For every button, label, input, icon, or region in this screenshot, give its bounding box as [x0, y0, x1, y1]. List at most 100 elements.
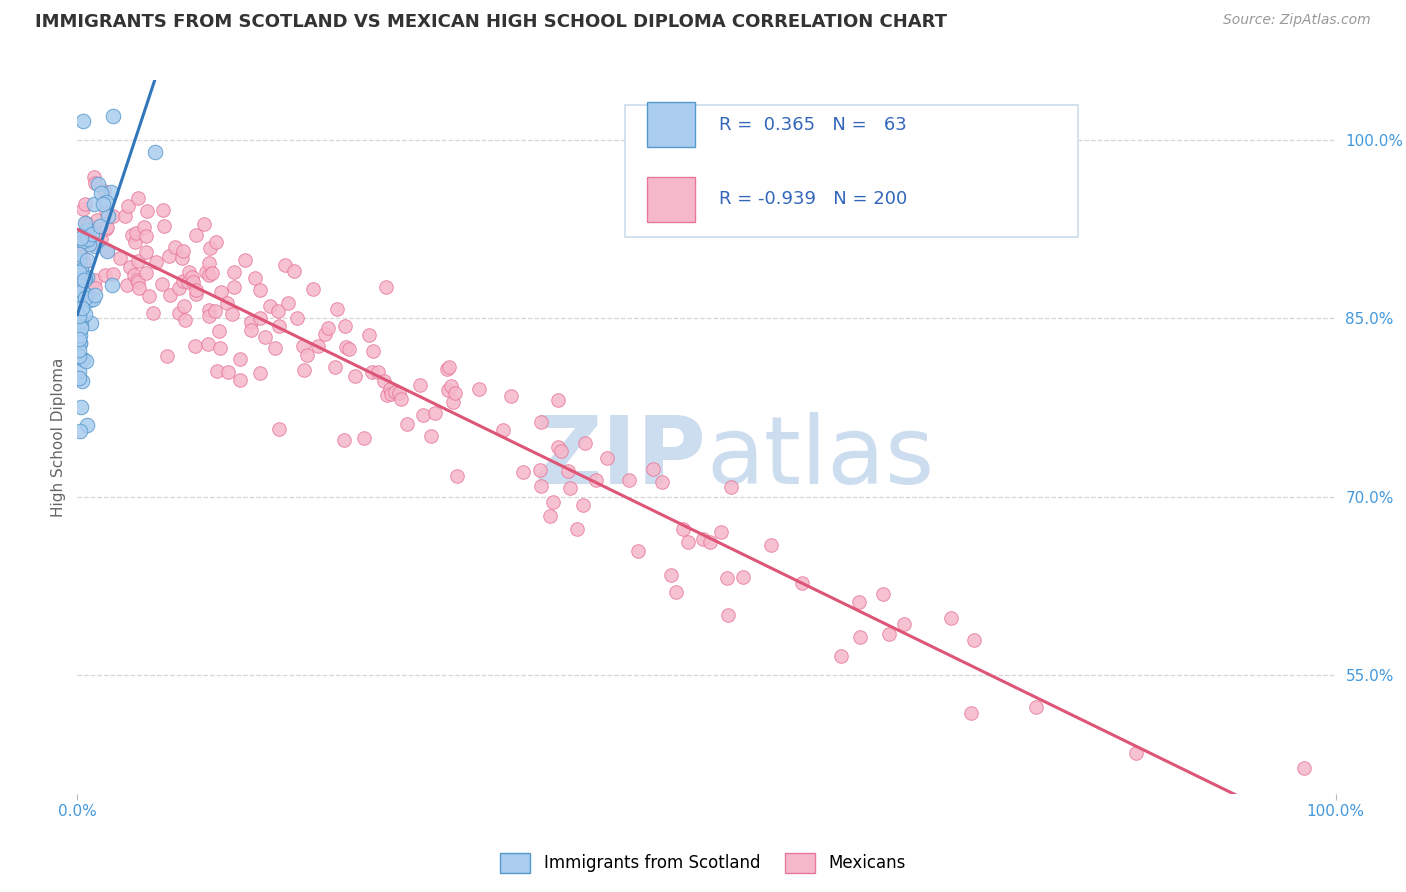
- Point: [302, 282, 325, 296]
- Point: [67, 265, 90, 279]
- Point: [101, 109, 124, 123]
- Point: [72, 234, 94, 248]
- Point: [124, 226, 146, 240]
- Point: [541, 495, 564, 509]
- Point: [93, 184, 115, 198]
- Point: [877, 626, 900, 640]
- Point: [69, 312, 91, 326]
- Point: [307, 339, 329, 353]
- Point: [174, 313, 197, 327]
- Point: [572, 498, 595, 512]
- Point: [79, 316, 101, 330]
- Point: [118, 260, 141, 274]
- Point: [499, 389, 522, 403]
- Y-axis label: High School Diploma: High School Diploma: [51, 358, 66, 516]
- Text: atlas: atlas: [707, 412, 935, 505]
- Point: [692, 533, 714, 547]
- Point: [720, 480, 742, 494]
- Point: [67, 306, 90, 320]
- Point: [135, 245, 157, 260]
- Point: [101, 209, 124, 223]
- Point: [184, 339, 207, 353]
- Point: [69, 327, 91, 342]
- Point: [173, 299, 195, 313]
- Point: [72, 301, 94, 316]
- Point: [344, 368, 367, 383]
- Point: [75, 215, 97, 229]
- Point: [69, 228, 91, 243]
- Point: [108, 251, 131, 265]
- Point: [665, 585, 688, 599]
- Point: [1125, 746, 1147, 760]
- Point: [90, 186, 112, 201]
- Point: [70, 318, 93, 333]
- Point: [127, 254, 149, 268]
- Point: [446, 469, 468, 483]
- Point: [94, 203, 117, 218]
- Point: [67, 332, 90, 346]
- Point: [274, 258, 297, 272]
- Point: [641, 462, 664, 476]
- Point: [529, 463, 551, 477]
- Text: Source: ZipAtlas.com: Source: ZipAtlas.com: [1223, 13, 1371, 28]
- Point: [283, 263, 305, 277]
- Point: [72, 202, 94, 216]
- Point: [84, 239, 107, 253]
- Point: [84, 281, 107, 295]
- Point: [617, 473, 640, 487]
- Point: [138, 289, 160, 303]
- Point: [239, 315, 262, 329]
- Point: [314, 326, 336, 341]
- Point: [380, 387, 402, 401]
- Point: [198, 303, 221, 318]
- Point: [186, 228, 208, 243]
- Legend: Immigrants from Scotland, Mexicans: Immigrants from Scotland, Mexicans: [494, 847, 912, 880]
- Point: [547, 393, 569, 408]
- Point: [152, 219, 174, 234]
- Point: [585, 473, 607, 487]
- Point: [76, 227, 98, 242]
- Point: [409, 378, 432, 392]
- Point: [83, 272, 105, 286]
- Point: [326, 301, 349, 316]
- Point: [197, 337, 219, 351]
- Point: [90, 232, 112, 246]
- Point: [699, 535, 721, 549]
- Point: [96, 244, 118, 259]
- Point: [292, 362, 315, 376]
- Point: [183, 276, 205, 290]
- Point: [84, 225, 107, 239]
- Point: [373, 374, 395, 388]
- Point: [761, 538, 783, 552]
- Point: [170, 252, 193, 266]
- Point: [596, 450, 619, 465]
- Point: [538, 508, 561, 523]
- Point: [193, 217, 215, 231]
- Point: [530, 415, 553, 429]
- Point: [69, 424, 91, 438]
- Point: [353, 431, 375, 445]
- Point: [259, 299, 281, 313]
- Point: [357, 327, 380, 342]
- Point: [204, 304, 226, 318]
- Point: [205, 363, 228, 377]
- Point: [243, 271, 266, 285]
- Point: [83, 197, 105, 211]
- Point: [361, 343, 384, 358]
- Point: [512, 465, 534, 479]
- Point: [124, 235, 146, 249]
- Point: [89, 236, 111, 251]
- Point: [83, 170, 105, 185]
- Point: [209, 285, 232, 300]
- Point: [73, 256, 96, 270]
- Point: [72, 351, 94, 366]
- Point: [70, 230, 93, 244]
- Point: [127, 191, 149, 205]
- Point: [96, 220, 118, 235]
- Point: [67, 371, 90, 385]
- Point: [136, 203, 159, 218]
- Point: [76, 418, 98, 433]
- Point: [73, 273, 96, 287]
- Point: [872, 586, 894, 600]
- Bar: [647, 103, 695, 146]
